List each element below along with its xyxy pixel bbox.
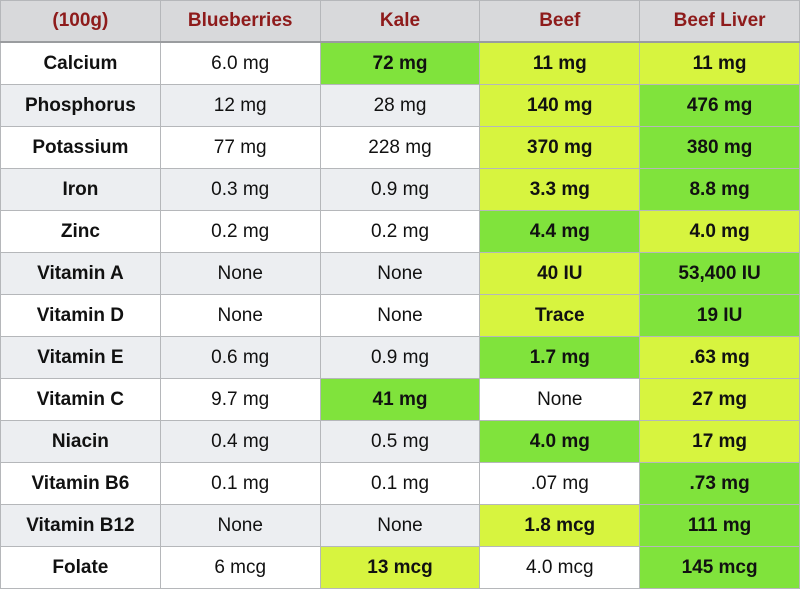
table-cell: 13 mcg <box>319 546 481 589</box>
table-cell: None <box>319 252 481 295</box>
table-cell: 19 IU <box>639 294 800 337</box>
table-cell: 8.8 mg <box>639 168 800 211</box>
table-cell: None <box>319 504 481 547</box>
table-row: Zinc 0.2 mg 0.2 mg 4.4 mg 4.0 mg <box>0 210 800 253</box>
table-row: Vitamin B6 0.1 mg 0.1 mg .07 mg .73 mg <box>0 462 800 505</box>
table-row: Calcium 6.0 mg 72 mg 11 mg 11 mg <box>0 41 800 85</box>
table-row: Vitamin D None None Trace 19 IU <box>0 294 800 337</box>
column-header: Kale <box>319 0 481 43</box>
table-cell: 111 mg <box>639 504 800 547</box>
table-cell: 9.7 mg <box>159 378 321 421</box>
column-header: Beef Liver <box>639 0 800 43</box>
row-label: Folate <box>0 546 161 589</box>
row-label: Vitamin C <box>0 378 161 421</box>
table-cell: 3.3 mg <box>479 168 641 211</box>
table-cell: 370 mg <box>479 126 641 169</box>
column-header: Blueberries <box>159 0 321 43</box>
table-row: Niacin 0.4 mg 0.5 mg 4.0 mg 17 mg <box>0 420 800 463</box>
table-cell: .73 mg <box>639 462 800 505</box>
table-cell: 0.4 mg <box>159 420 321 463</box>
row-label: Vitamin B6 <box>0 462 161 505</box>
table-cell: 53,400 IU <box>639 252 800 295</box>
table-cell: 40 IU <box>479 252 641 295</box>
table-cell: 0.1 mg <box>319 462 481 505</box>
row-label: Niacin <box>0 420 161 463</box>
table-cell: 11 mg <box>479 41 641 85</box>
table-cell: None <box>159 252 321 295</box>
row-label: Vitamin B12 <box>0 504 161 547</box>
table-cell: Trace <box>479 294 641 337</box>
table-cell: 0.5 mg <box>319 420 481 463</box>
table-cell: 77 mg <box>159 126 321 169</box>
table-cell: .07 mg <box>479 462 641 505</box>
row-label: Iron <box>0 168 161 211</box>
table-cell: 0.2 mg <box>159 210 321 253</box>
table-cell: 12 mg <box>159 84 321 127</box>
table-cell: 17 mg <box>639 420 800 463</box>
table-cell: 140 mg <box>479 84 641 127</box>
table-cell: 0.6 mg <box>159 336 321 379</box>
table-row: Phosphorus 12 mg 28 mg 140 mg 476 mg <box>0 84 800 127</box>
table-row: Vitamin A None None 40 IU 53,400 IU <box>0 252 800 295</box>
table-row: Vitamin E 0.6 mg 0.9 mg 1.7 mg .63 mg <box>0 336 800 379</box>
header-row: (100g) Blueberries Kale Beef Beef Liver <box>0 0 800 43</box>
table-row: Vitamin B12 None None 1.8 mcg 111 mg <box>0 504 800 547</box>
row-label: Vitamin A <box>0 252 161 295</box>
table-cell: 4.4 mg <box>479 210 641 253</box>
table-cell: 0.9 mg <box>319 336 481 379</box>
table-cell: 0.1 mg <box>159 462 321 505</box>
table-cell: 4.0 mcg <box>479 546 641 589</box>
table-cell: 380 mg <box>639 126 800 169</box>
table-cell: 41 mg <box>319 378 481 421</box>
table-row: Iron 0.3 mg 0.9 mg 3.3 mg 8.8 mg <box>0 168 800 211</box>
row-label: Calcium <box>0 41 161 85</box>
table-cell: 0.3 mg <box>159 168 321 211</box>
table-cell: 0.9 mg <box>319 168 481 211</box>
table-cell: 28 mg <box>319 84 481 127</box>
row-label: Zinc <box>0 210 161 253</box>
table-cell: 1.8 mcg <box>479 504 641 547</box>
row-label: Vitamin E <box>0 336 161 379</box>
table-row: Potassium 77 mg 228 mg 370 mg 380 mg <box>0 126 800 169</box>
table-cell: 6 mcg <box>159 546 321 589</box>
table-cell: 6.0 mg <box>159 41 321 85</box>
table-cell: 72 mg <box>319 41 481 85</box>
table-cell: 0.2 mg <box>319 210 481 253</box>
table-cell: None <box>479 378 641 421</box>
table-cell: 4.0 mg <box>639 210 800 253</box>
table-cell: 11 mg <box>639 41 800 85</box>
table-cell: 1.7 mg <box>479 336 641 379</box>
table-row: Folate 6 mcg 13 mcg 4.0 mcg 145 mcg <box>0 546 800 589</box>
table-cell: None <box>159 294 321 337</box>
table-cell: 228 mg <box>319 126 481 169</box>
row-label: Phosphorus <box>0 84 161 127</box>
table-cell: 27 mg <box>639 378 800 421</box>
table-cell: None <box>159 504 321 547</box>
table-header: (100g) Blueberries Kale Beef Beef Liver <box>0 0 800 43</box>
table-cell: 4.0 mg <box>479 420 641 463</box>
table-cell: .63 mg <box>639 336 800 379</box>
table-cell: 476 mg <box>639 84 800 127</box>
table-body: Calcium 6.0 mg 72 mg 11 mg 11 mg Phosphorus 12… <box>0 41 800 589</box>
column-header: Beef <box>479 0 641 43</box>
row-label: Vitamin D <box>0 294 161 337</box>
table-row: Vitamin C 9.7 mg 41 mg None 27 mg <box>0 378 800 421</box>
row-label: Potassium <box>0 126 161 169</box>
table-cell: 145 mcg <box>639 546 800 589</box>
table-cell: None <box>319 294 481 337</box>
column-header: (100g) <box>0 0 161 43</box>
